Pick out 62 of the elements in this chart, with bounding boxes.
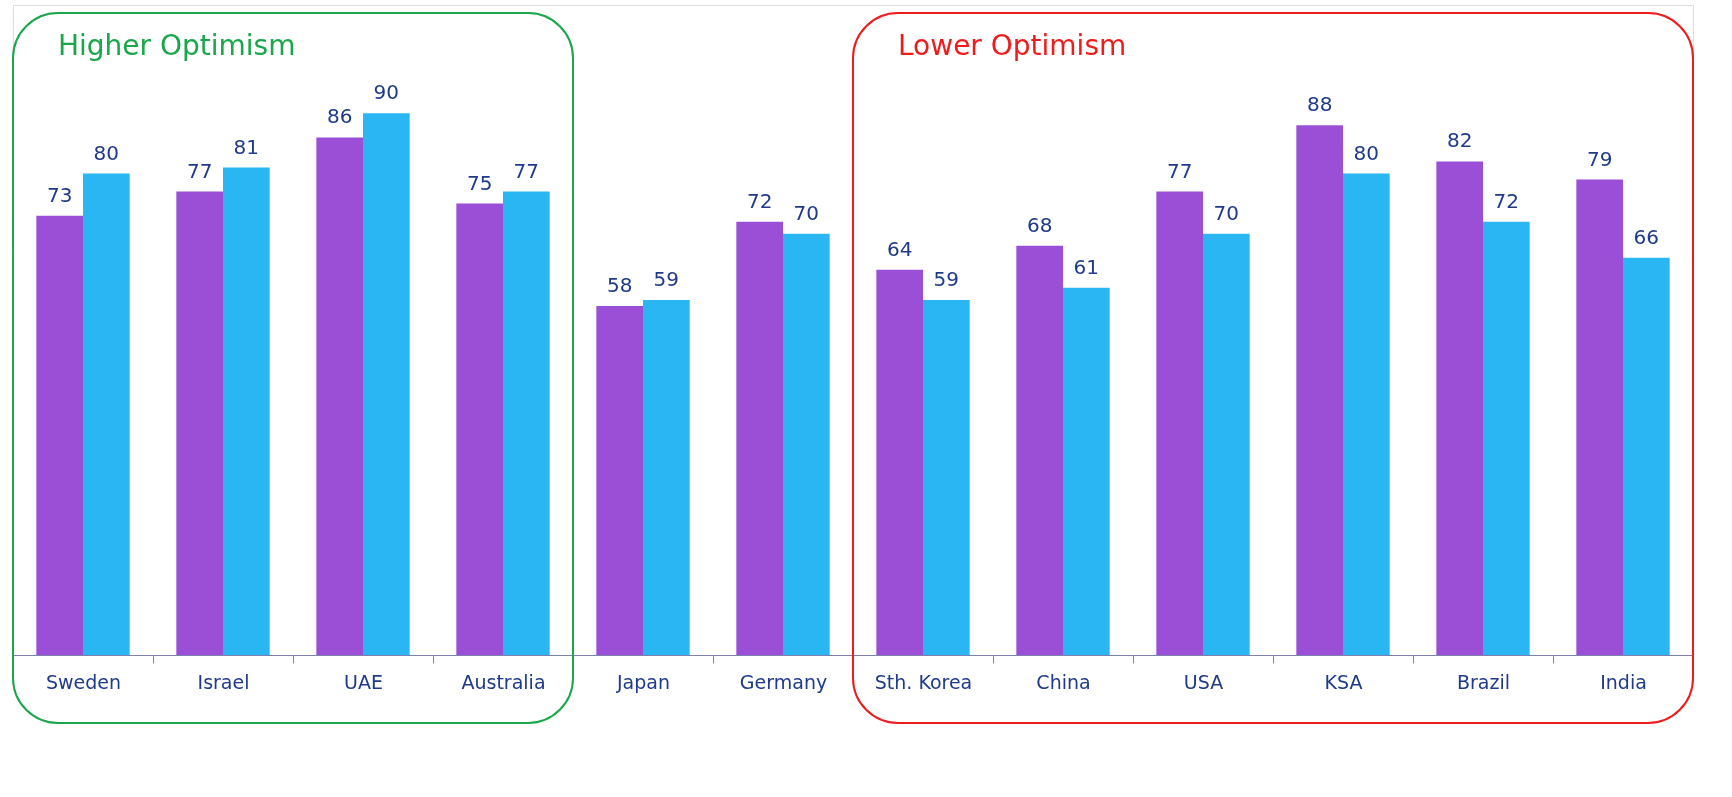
bar <box>923 299 970 655</box>
x-tick-label: Brazil <box>1456 670 1511 693</box>
bar <box>363 113 410 655</box>
x-tick-label: Sweden <box>45 670 122 693</box>
bar <box>1156 191 1203 655</box>
bar <box>503 191 550 655</box>
bar <box>36 215 83 655</box>
bar <box>643 299 690 655</box>
data-label: 64 <box>886 236 913 261</box>
bar <box>1016 245 1063 655</box>
data-label: 68 <box>1026 212 1053 237</box>
data-label: 77 <box>513 158 540 183</box>
x-tick-label: KSA <box>1324 670 1363 693</box>
bar <box>223 167 270 655</box>
bar <box>1576 179 1623 655</box>
data-label: 70 <box>793 200 820 225</box>
data-label: 79 <box>1586 146 1613 171</box>
data-label: 70 <box>1213 200 1240 225</box>
x-tick-label: Sth. Korea <box>874 670 973 693</box>
bar <box>83 173 130 655</box>
bar <box>783 233 830 655</box>
data-label: 59 <box>653 266 680 291</box>
bar <box>736 221 783 655</box>
bar <box>1483 221 1530 655</box>
bar <box>176 191 223 655</box>
text: Lower Optimism <box>898 29 1127 62</box>
bar <box>316 137 363 655</box>
data-label: 58 <box>606 272 633 297</box>
bar <box>1343 173 1390 655</box>
data-label: 72 <box>746 188 773 213</box>
bar <box>1436 161 1483 655</box>
bar <box>596 305 643 655</box>
bar <box>876 269 923 655</box>
data-label: 90 <box>373 80 400 105</box>
bar <box>1203 233 1250 655</box>
data-label: 80 <box>93 140 120 165</box>
data-label: 77 <box>186 158 213 183</box>
data-label: 59 <box>933 266 960 291</box>
data-label: 66 <box>1633 224 1660 249</box>
x-tick-label: India <box>1600 670 1647 693</box>
data-label: 73 <box>46 182 73 207</box>
data-label: 81 <box>233 134 260 159</box>
x-tick-label: Japan <box>616 670 670 693</box>
data-label: 82 <box>1446 128 1473 153</box>
data-label: 88 <box>1306 92 1333 117</box>
bar <box>1296 125 1343 655</box>
bar <box>1063 287 1110 655</box>
data-label: 75 <box>466 170 493 195</box>
bar <box>456 203 503 655</box>
bar <box>1623 257 1670 655</box>
data-label: 72 <box>1493 188 1520 213</box>
x-tick-label: Germany <box>739 670 828 693</box>
x-tick-label: Israel <box>197 670 250 693</box>
data-label: 80 <box>1353 140 1380 165</box>
x-tick-label: UAE <box>344 670 383 693</box>
data-label: 86 <box>326 104 353 129</box>
text: Higher Optimism <box>58 29 296 62</box>
x-tick-label: China <box>1036 670 1091 693</box>
data-label: 77 <box>1166 158 1193 183</box>
data-label: 61 <box>1073 254 1100 279</box>
x-tick-label: Australia <box>461 670 546 693</box>
x-tick-label: USA <box>1183 670 1224 693</box>
